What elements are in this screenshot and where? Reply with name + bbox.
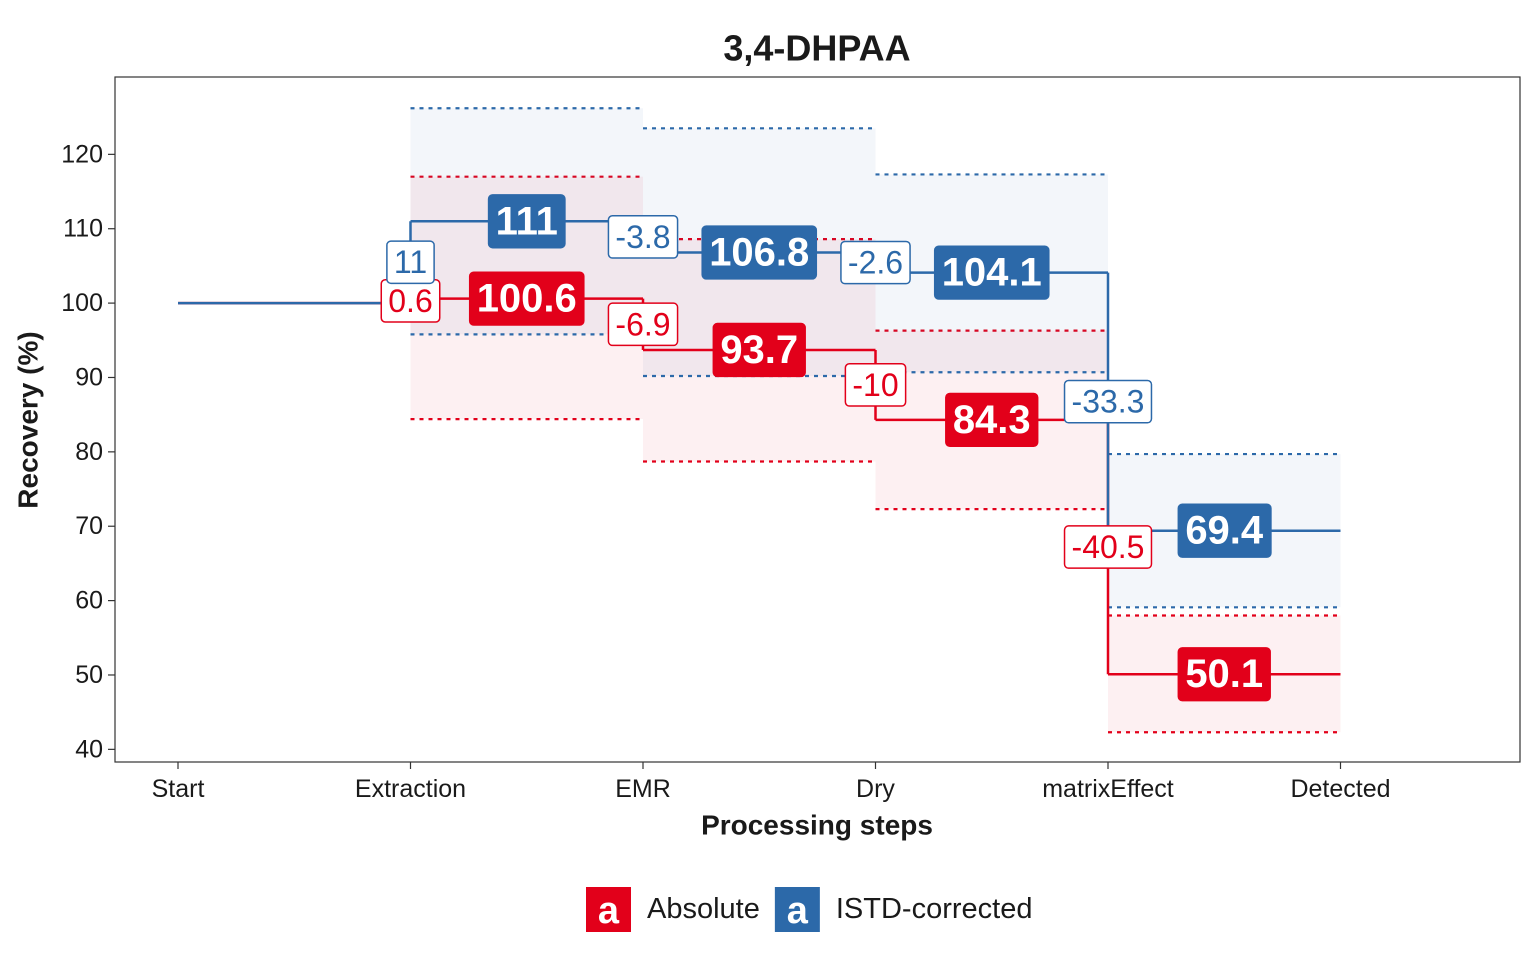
value-label-box [1177, 647, 1271, 702]
x-tick-label: EMR [615, 775, 671, 803]
value-label: 93.7 [720, 328, 798, 372]
change-label-box [840, 240, 911, 285]
change-label-box [1063, 379, 1153, 424]
change-label: -3.8 [615, 219, 670, 255]
x-tick-label: Detected [1290, 775, 1390, 803]
value-label-box [487, 194, 566, 249]
legend-key [586, 887, 631, 932]
value-label-box [933, 245, 1050, 300]
y-tick-label: 120 [61, 140, 103, 168]
change-label: -6.9 [615, 306, 670, 342]
change-label-box [386, 240, 435, 285]
value-label: 69.4 [1185, 509, 1264, 553]
value-label-box [945, 392, 1039, 448]
change-label: -33.3 [1072, 384, 1145, 420]
change-label-box [607, 302, 679, 347]
x-tick-label: Dry [856, 775, 895, 803]
y-tick-label: 110 [63, 215, 103, 243]
change-label: -40.5 [1072, 529, 1145, 565]
labels: 0.6 -6.9 -10 -40.5 100.6 93.7 84.3 50.1 11 -3.8 -2… [380, 194, 1272, 702]
legend-label: Absolute [647, 893, 760, 925]
value-label: 106.8 [709, 231, 809, 275]
legend-key [774, 887, 820, 932]
change-label: -2.6 [848, 245, 903, 281]
value-label: 111 [496, 199, 558, 243]
y-tick-label: 50 [75, 661, 103, 689]
value-label-box [468, 271, 585, 326]
value-label: 104.1 [942, 251, 1042, 295]
x-tick-label: Start [152, 775, 205, 803]
value-label-box [712, 322, 806, 378]
value-label-box [701, 225, 818, 280]
y-tick-label: 100 [61, 289, 103, 317]
change-label: -10 [852, 367, 898, 403]
y-tick-label: 90 [75, 363, 103, 391]
value-label: 50.1 [1185, 652, 1263, 696]
y-tick-label: 70 [75, 512, 103, 540]
x-tick-label: matrixEffect [1042, 775, 1174, 803]
legend-key-glyph: a [787, 890, 809, 932]
panel-border [114, 76, 1521, 763]
chart-title: 3,4-DHPAA [723, 28, 910, 69]
change-label: 11 [394, 244, 427, 280]
value-label: 100.6 [477, 277, 577, 321]
y-tick-label: 80 [75, 438, 103, 466]
legend-key-glyph: a [598, 890, 620, 932]
change-label-box [607, 215, 679, 259]
legend-label: ISTD-corrected [836, 893, 1033, 925]
y-axis-title: Recovery (%) [13, 331, 44, 508]
change-label: 0.6 [388, 283, 432, 319]
x-axis-title: Processing steps [701, 810, 933, 841]
change-label-box [1063, 525, 1153, 569]
x-tick-label: Extraction [355, 775, 466, 803]
value-label: 84.3 [953, 398, 1031, 442]
y-tick-label: 60 [75, 587, 103, 615]
y-tick-label: 40 [75, 735, 103, 763]
value-label-box [1177, 503, 1272, 558]
change-label-box [844, 363, 907, 407]
